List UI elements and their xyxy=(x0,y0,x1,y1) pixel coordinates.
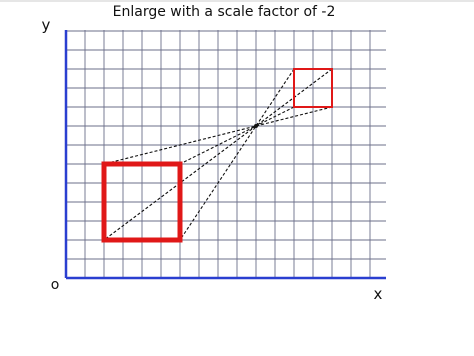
image-square xyxy=(101,161,183,243)
ray xyxy=(179,106,295,165)
origin-label: o xyxy=(51,277,60,293)
title: Enlarge with a scale factor of -2 xyxy=(113,4,336,20)
centre-of-enlargement xyxy=(254,124,258,128)
y-axis-label: y xyxy=(42,16,51,34)
x-axis-label: x xyxy=(374,285,383,303)
object-square xyxy=(293,68,333,108)
ray xyxy=(179,68,295,241)
ray xyxy=(103,106,333,165)
